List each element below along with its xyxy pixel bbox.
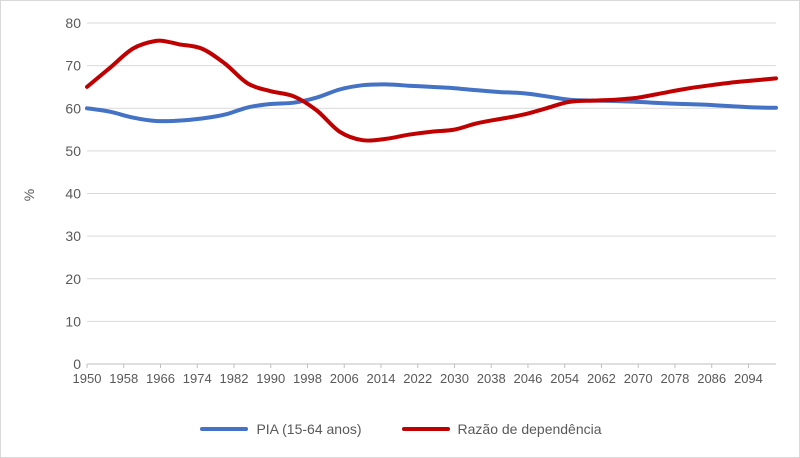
y-tick-label: 60 (65, 100, 81, 116)
x-tick-label: 2078 (660, 371, 689, 386)
x-tick-label: 1958 (109, 371, 138, 386)
x-tick-label: 2062 (587, 371, 616, 386)
x-tick-label: 2014 (367, 371, 396, 386)
y-tick-label: 50 (65, 143, 81, 159)
x-tick-label: 1966 (146, 371, 175, 386)
y-axis-label: % (21, 188, 38, 202)
legend-swatch-razao (401, 427, 450, 431)
x-tick-label: 1990 (256, 371, 285, 386)
y-tick-label: 80 (65, 15, 81, 31)
legend: PIA (15-64 anos) Razão de dependência (1, 421, 800, 437)
y-tick-label: 30 (65, 228, 81, 244)
x-axis: 1950 1958 1966 1974 1982 1990 1998 2006 2014 2022… (73, 364, 763, 386)
x-tick-label: 2022 (403, 371, 432, 386)
x-tick-label: 1950 (73, 371, 102, 386)
x-tick-label: 2046 (513, 371, 542, 386)
x-tick-label: 2030 (440, 371, 469, 386)
series-line-pia (85, 82, 778, 124)
x-tick-label: 2094 (734, 371, 763, 386)
x-tick-label: 1974 (183, 371, 212, 386)
x-tick-label: 1998 (293, 371, 322, 386)
y-axis-ticks: 0 10 20 30 40 50 60 70 80 (65, 15, 81, 372)
series-lines (85, 38, 778, 143)
y-tick-label: 10 (65, 313, 81, 329)
gridlines (87, 22, 776, 365)
series-line-razao (85, 38, 778, 143)
x-tick-label: 2054 (550, 371, 579, 386)
y-tick-label: 0 (73, 356, 81, 372)
x-tick-label: 2038 (477, 371, 506, 386)
x-tick-label: 1982 (220, 371, 249, 386)
x-tick-label: 2070 (624, 371, 653, 386)
legend-swatch-pia (200, 427, 249, 431)
legend-item-pia: PIA (15-64 anos) (200, 421, 362, 437)
x-tick-label: 2006 (330, 371, 359, 386)
legend-item-razao: Razão de dependência (401, 421, 602, 437)
y-tick-label: 20 (65, 271, 81, 287)
legend-label-pia: PIA (15-64 anos) (256, 421, 362, 437)
x-tick-label: 2086 (697, 371, 726, 386)
y-tick-label: 40 (65, 186, 81, 202)
y-tick-label: 70 (65, 58, 81, 74)
legend-label-razao: Razão de dependência (457, 421, 602, 437)
